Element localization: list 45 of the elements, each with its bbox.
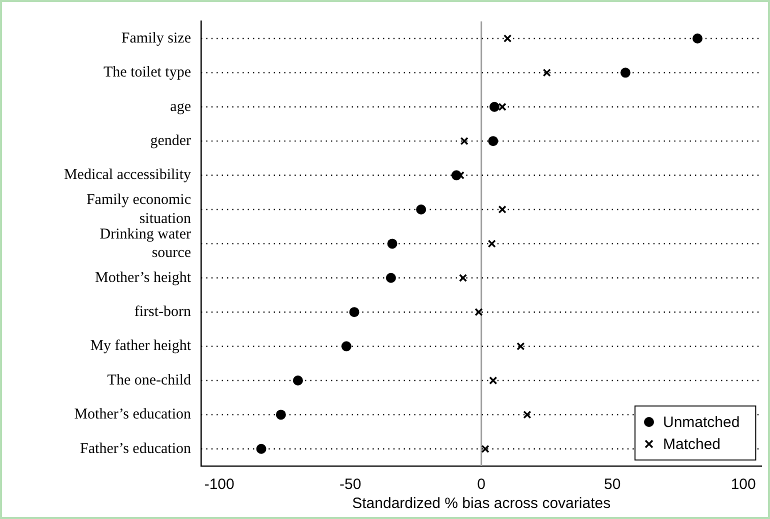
point	[458, 274, 468, 282]
y-tick-label: first-born	[134, 304, 192, 320]
point	[341, 341, 352, 352]
y-tick-label: Family size	[121, 30, 192, 46]
point	[542, 68, 551, 77]
y-tick-label: Medical accessibility	[64, 167, 192, 184]
point	[386, 272, 396, 283]
point	[460, 137, 468, 146]
point	[489, 376, 498, 385]
x-tick-label: -50	[340, 476, 362, 494]
point	[620, 68, 630, 78]
y-tick-label: Family economic situation	[86, 192, 192, 227]
y-tick-label: The toilet type	[104, 64, 192, 81]
x-tick-label: 0	[477, 476, 486, 494]
point	[503, 34, 512, 43]
point	[416, 204, 426, 214]
y-tick-label: Mother’s height	[95, 270, 192, 286]
y-tick-label: Mother’s education	[74, 406, 192, 423]
y-tick-label: Father’s education	[80, 440, 192, 457]
point	[276, 410, 286, 420]
point	[498, 102, 506, 111]
point	[516, 342, 525, 350]
point	[474, 308, 483, 316]
point	[349, 307, 360, 318]
point	[523, 410, 532, 419]
y-tick-label: My father height	[90, 338, 192, 354]
x-tick-label: 50	[604, 476, 621, 494]
x-axis-title: Standardized % bias across covariates	[352, 495, 611, 512]
point	[481, 444, 490, 453]
x-tick-label: 100	[730, 476, 756, 494]
point	[292, 375, 303, 386]
point	[498, 205, 506, 214]
point	[256, 444, 266, 454]
y-tick-label: age	[170, 98, 192, 115]
point	[489, 102, 500, 112]
legend-label: Matched	[662, 436, 721, 454]
x-tick-label: -100	[204, 476, 234, 494]
point	[488, 136, 498, 146]
y-tick-label: gender	[150, 133, 192, 150]
legend-label: Unmatched	[662, 414, 740, 432]
y-tick-label: Drinking water source	[100, 226, 192, 261]
point	[488, 240, 496, 248]
point	[387, 238, 398, 249]
point	[692, 33, 703, 44]
y-tick-label: The one-child	[107, 372, 192, 388]
